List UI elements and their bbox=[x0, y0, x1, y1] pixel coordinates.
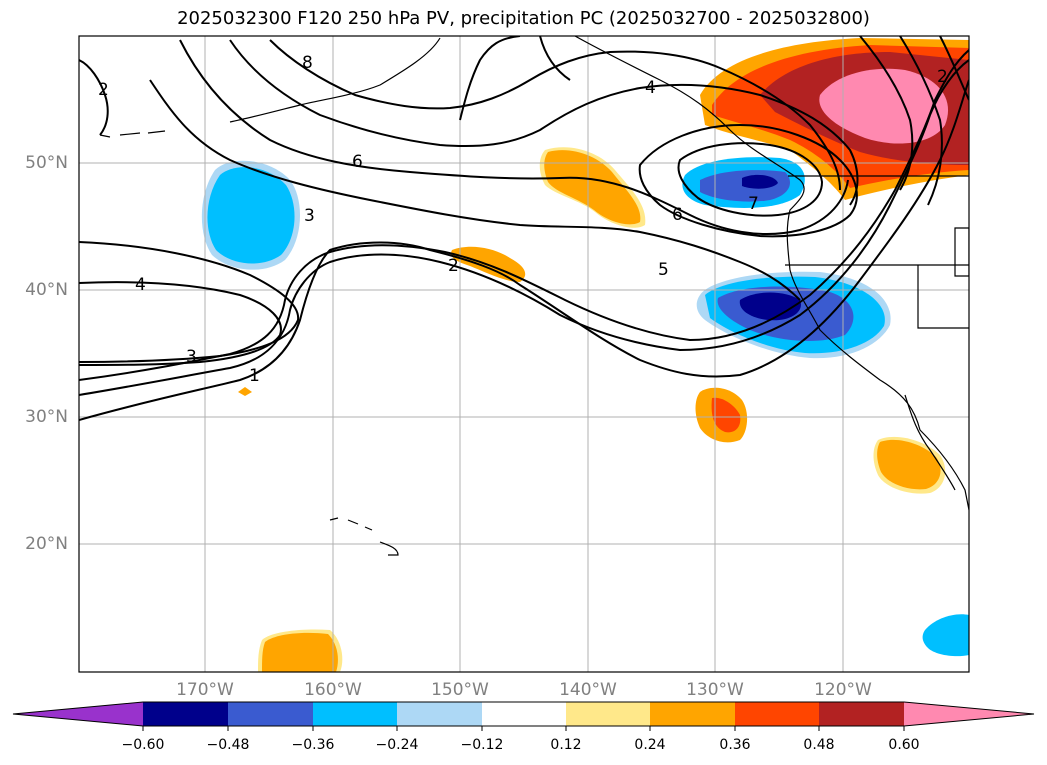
contour-14 bbox=[859, 36, 914, 191]
contour-label: 4 bbox=[135, 275, 146, 295]
colorbar-tick-label: 0.36 bbox=[719, 737, 751, 753]
contour-13 bbox=[79, 59, 109, 136]
contour-label: 2 bbox=[448, 256, 459, 276]
lon-label: 120°W bbox=[814, 680, 872, 700]
lon-label: 150°W bbox=[431, 680, 489, 700]
colorbar-tick-label: 0.24 bbox=[634, 737, 666, 753]
contour-label: 6 bbox=[352, 152, 363, 172]
colorbar-segment bbox=[482, 702, 566, 726]
contour-1 bbox=[79, 79, 969, 421]
contour-3 bbox=[79, 49, 969, 381]
colorbar-segment bbox=[819, 702, 904, 726]
colorbar-segment bbox=[313, 702, 397, 726]
lon-label: 130°W bbox=[686, 680, 744, 700]
contour-labels: 8 2 6 3 4 2 3 1 6 5 7 4 2 bbox=[98, 53, 948, 386]
lat-label: 20°N bbox=[25, 534, 68, 554]
lon-label: 170°W bbox=[176, 680, 234, 700]
contour-label: 5 bbox=[658, 260, 669, 280]
colorbar-segment bbox=[143, 702, 228, 726]
contour-6 bbox=[149, 79, 801, 301]
colorbar-tick-label: 0.12 bbox=[550, 737, 582, 753]
colorbar-segment bbox=[735, 702, 819, 726]
colorbar-segment bbox=[228, 702, 313, 726]
contour-label: 7 bbox=[748, 194, 759, 214]
colorbar-tick-label: −0.12 bbox=[460, 737, 504, 753]
colorbar-segment bbox=[650, 702, 735, 726]
lat-label: 40°N bbox=[25, 280, 68, 300]
pv-contours bbox=[79, 36, 969, 421]
contour-16 bbox=[939, 36, 969, 101]
colorbar-extend-low bbox=[13, 702, 143, 726]
graticule bbox=[79, 36, 969, 672]
lon-label: 160°W bbox=[304, 680, 362, 700]
contour-12 bbox=[677, 142, 824, 217]
lat-label: 30°N bbox=[25, 407, 68, 427]
contour-11 bbox=[638, 123, 858, 238]
lon-label: 140°W bbox=[559, 680, 617, 700]
map-border bbox=[78, 35, 970, 673]
colorbar-tick-label: −0.48 bbox=[206, 737, 250, 753]
colorbar-tick-label: −0.24 bbox=[375, 737, 419, 753]
colorbar-tick-label: 0.60 bbox=[888, 737, 920, 753]
contour-label: 8 bbox=[302, 53, 313, 73]
contour-9 bbox=[269, 39, 841, 191]
contour-7 bbox=[179, 39, 849, 236]
contour-label: 3 bbox=[186, 347, 197, 367]
colorbar-extend-high bbox=[904, 702, 1034, 726]
contour-label: 1 bbox=[249, 366, 260, 386]
contour-label: 4 bbox=[645, 78, 656, 98]
precip-pink-core bbox=[819, 68, 949, 144]
contour-label: 3 bbox=[304, 206, 315, 226]
contour-label: 2 bbox=[98, 80, 109, 100]
contour-5 bbox=[79, 241, 300, 363]
contour-label: 6 bbox=[672, 205, 683, 225]
contour-8 bbox=[229, 39, 859, 206]
contour-15 bbox=[899, 36, 943, 206]
contour-4 bbox=[79, 281, 282, 366]
colorbar-tick-label: 0.48 bbox=[803, 737, 835, 753]
lat-label: 50°N bbox=[25, 153, 68, 173]
colorbar-tick-label: −0.36 bbox=[291, 737, 335, 753]
contour-label: 2 bbox=[937, 67, 948, 87]
colorbar-tick-label: −0.60 bbox=[121, 737, 165, 753]
map-title: 2025032300 F120 250 hPa PV, precipitatio… bbox=[177, 8, 870, 29]
contour-10 bbox=[459, 36, 571, 121]
colorbar-segment bbox=[566, 702, 650, 726]
colorbar-segment bbox=[397, 702, 482, 726]
colorbar bbox=[12, 701, 1035, 731]
